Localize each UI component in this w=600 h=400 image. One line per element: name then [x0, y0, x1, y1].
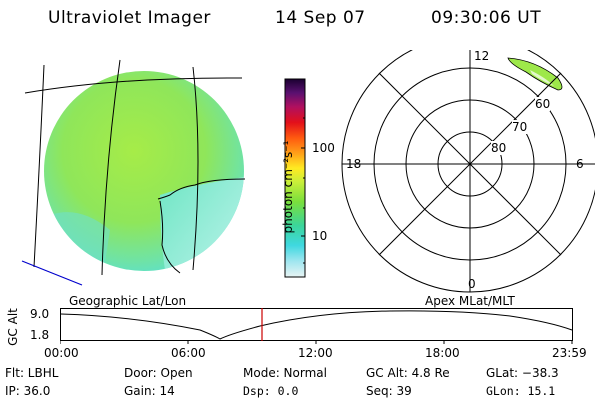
time-tick-1200: 12:00 — [298, 346, 333, 360]
polar-panel-caption: Apex MLat/MLT — [425, 294, 515, 308]
status-dsp: Dsp: 0.0 — [243, 384, 299, 398]
time-tick-0600: 06:00 — [171, 346, 206, 360]
polar-plot[interactable] — [340, 50, 595, 295]
altitude-ymin: 1.8 — [30, 328, 50, 342]
time-tick-1800: 18:00 — [425, 346, 460, 360]
status-seq: Seq: 39 — [366, 384, 412, 398]
coastline — [157, 178, 246, 274]
geo-panel-caption: Geographic Lat/Lon — [69, 294, 187, 308]
time-tick-0000: 00:00 — [44, 346, 79, 360]
status-glon: GLon: 15.1 — [486, 384, 556, 398]
altitude-strip[interactable] — [60, 308, 574, 344]
longitude-line — [101, 59, 121, 276]
status-mode: Mode: Normal — [243, 366, 327, 380]
status-filter: Flt: LBHL — [5, 366, 59, 380]
time-tick-2359: 23:59 — [552, 346, 587, 360]
orbit-track — [21, 260, 83, 286]
mlt-label-0: 0 — [468, 277, 476, 291]
mlt-label-6: 6 — [576, 157, 584, 171]
longitude-line — [192, 66, 199, 271]
mlat-label-80: 80 — [491, 141, 507, 155]
mlt-label-18: 18 — [346, 157, 362, 171]
image-time: 09:30:06 UT — [431, 8, 542, 28]
image-date: 14 Sep 07 — [275, 8, 366, 28]
altitude-ylabel: GC Alt — [5, 308, 20, 346]
latitude-line — [24, 77, 243, 94]
colorbar-unit-label: photon cm⁻²s⁻¹ — [281, 140, 295, 234]
bright-region — [160, 177, 244, 271]
geographic-image[interactable] — [20, 55, 250, 295]
status-glat: GLat: −38.3 — [486, 366, 559, 380]
status-gain: Gain: 14 — [124, 384, 175, 398]
status-door: Door: Open — [124, 366, 193, 380]
altitude-curve — [60, 310, 573, 340]
colorbar-tick-10: 10 — [312, 229, 328, 243]
mlt-label-12: 12 — [474, 49, 490, 63]
auroral-bright-spot — [530, 70, 554, 86]
altitude-ymax: 9.0 — [30, 307, 50, 321]
mlat-label-70: 70 — [512, 120, 528, 134]
status-ip: IP: 36.0 — [5, 384, 51, 398]
colorbar — [284, 78, 306, 278]
colorbar-tick-100: 100 — [312, 141, 335, 155]
longitude-line — [33, 64, 45, 268]
app-title: Ultraviolet Imager — [48, 8, 211, 28]
status-gc-alt: GC Alt: 4.8 Re — [366, 366, 450, 380]
diagonal-line — [378, 72, 562, 256]
mlat-label-60: 60 — [535, 97, 551, 111]
